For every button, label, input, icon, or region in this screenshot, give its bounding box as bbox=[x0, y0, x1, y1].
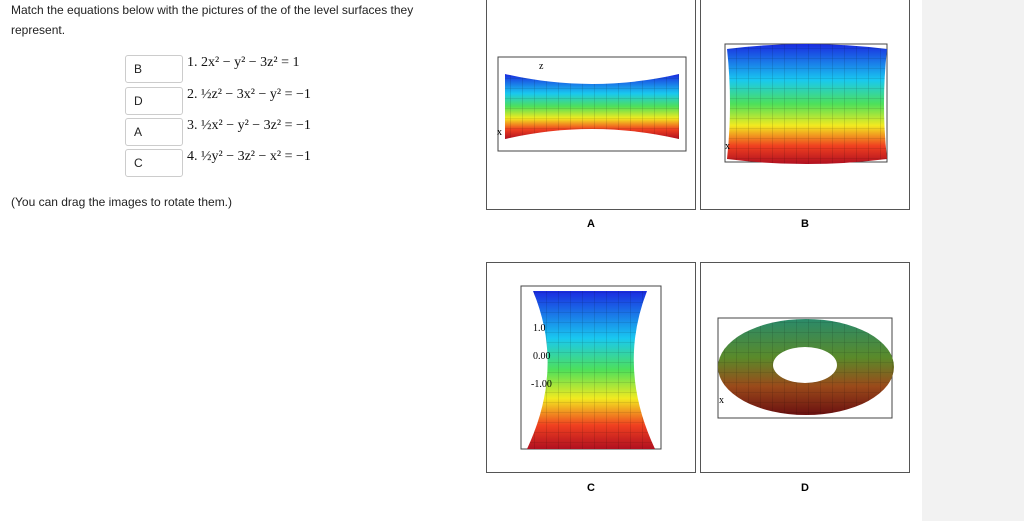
surface-b: x bbox=[724, 43, 888, 164]
equation: 3. ½x² − y² − 3z² = −1 bbox=[187, 118, 311, 133]
surface-c: 1.0 0.00 -1.00 bbox=[520, 285, 662, 450]
answer-box[interactable]: A bbox=[125, 118, 183, 146]
answer-box[interactable]: C bbox=[125, 149, 183, 177]
sidebar bbox=[922, 0, 1024, 521]
surface-a: z x bbox=[497, 56, 687, 152]
equation: 4. ½y² − 3z² − x² = −1 bbox=[187, 149, 311, 164]
axis-label: x bbox=[719, 395, 724, 406]
axis-label: z bbox=[539, 61, 544, 72]
image-label: B bbox=[801, 218, 809, 230]
answer-box[interactable]: B bbox=[125, 55, 183, 83]
instruction: represent. bbox=[11, 23, 66, 37]
frame bbox=[497, 56, 687, 152]
image-label: D bbox=[801, 482, 809, 494]
surface-grid bbox=[727, 44, 887, 164]
image-panel[interactable]: 1.0 0.00 -1.00 bbox=[486, 262, 696, 473]
axis-label: -1.00 bbox=[531, 379, 552, 390]
image-panel[interactable]: x bbox=[700, 262, 910, 473]
surface-grid bbox=[505, 74, 679, 139]
note: (You can drag the images to rotate them.… bbox=[11, 195, 233, 209]
axis-label: 0.00 bbox=[533, 351, 551, 362]
axis-label: x bbox=[497, 127, 502, 138]
image-label: A bbox=[587, 218, 595, 230]
answer-box[interactable]: D bbox=[125, 87, 183, 115]
hole bbox=[773, 347, 837, 383]
image-label: C bbox=[587, 482, 595, 494]
instruction: Match the equations below with the pictu… bbox=[11, 3, 414, 17]
surface-d: x bbox=[717, 317, 894, 419]
image-panel[interactable]: z x bbox=[486, 0, 696, 210]
axis-label: x bbox=[725, 141, 730, 152]
axis-label: 1.0 bbox=[533, 323, 546, 334]
surface-grid bbox=[527, 291, 655, 449]
equation: 2. ½z² − 3x² − y² = −1 bbox=[187, 87, 311, 102]
equation: 1. 2x² − y² − 3z² = 1 bbox=[187, 55, 300, 70]
image-panel[interactable]: x bbox=[700, 0, 910, 210]
